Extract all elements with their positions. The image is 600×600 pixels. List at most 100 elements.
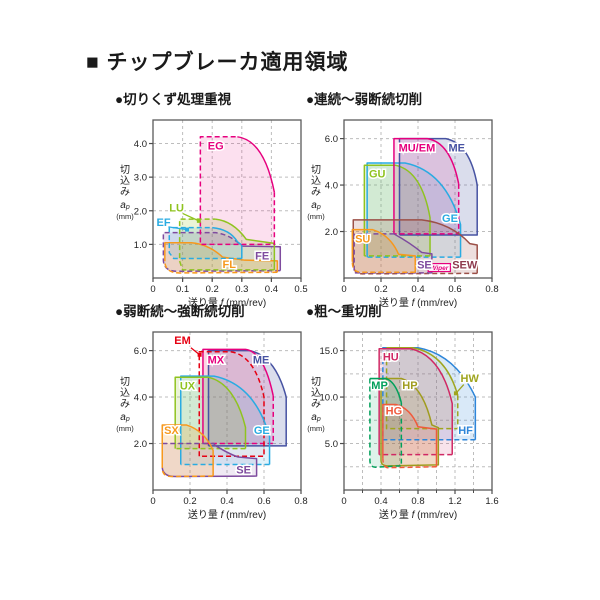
chart-subtitle-chip-control: ●切りくず処理重視: [115, 92, 232, 107]
y-tick-label: 2.0: [134, 206, 147, 217]
region-outline-dashed: [161, 467, 214, 478]
x-tick-label: 0.4: [374, 496, 387, 507]
y-tick-label: 6.0: [325, 134, 338, 145]
chart-svg-light-heavy-interrupted: 0 0.2 0.4 0.6 0.8 2.0 4.0 6.0 送り量 f (mm/rev) 切込みa…: [116, 331, 308, 521]
region-outline-solid: [390, 347, 477, 440]
label-leader-line: [182, 212, 200, 222]
region-label-mu-em: MU/EM: [399, 142, 436, 154]
region-outline-dashed: [178, 218, 275, 271]
region-outline-dashed: [351, 261, 416, 273]
region-outline-dashed: [199, 136, 276, 246]
light-heavy-interrupted-region-em: [199, 351, 264, 457]
region-label-hw: HW: [461, 373, 480, 385]
x-tick-label: 1.2: [448, 496, 461, 507]
region-outline-dashed: [369, 378, 403, 468]
y-tick-label: 15.0: [320, 346, 339, 357]
x-tick-label: 0.2: [206, 284, 219, 295]
chart-panel-chip-control: ●切りくず処理重視 0 0.1 0.2 0.3 0.4 0.5 1.0 2.0 3.0 4.0 送り…: [113, 88, 313, 316]
chart-rough-heavy: 0 0.4 0.8 1.2 1.6 5.0 10.0 15.0 送り量 f (mm/rev) 切込…: [304, 322, 504, 528]
y-axis-label-symbol: ap: [120, 412, 130, 423]
region-label-sew: SEW: [452, 260, 478, 272]
continuous-light-interrupted-region-se: [354, 233, 432, 273]
x-axis-label: 送り量 f (mm/rev): [188, 296, 266, 309]
region-label-ge: GE: [442, 213, 458, 225]
plot-border: [152, 119, 302, 279]
region-label-fe: FE: [255, 251, 269, 263]
y-axis-label-char: 込: [120, 175, 130, 187]
region-label-ef: EF: [157, 217, 171, 229]
chart-subtitle-interrupted: ●弱断続～強断続切削: [115, 304, 245, 319]
chart-svg-rough-heavy-cutting: 0 0.4 0.8 1.2 1.6 5.0 10.0 15.0 送り量 f (mm/rev) 切込…: [307, 331, 499, 521]
chart-panel-interrupted: ●弱断続～強断続切削 0 0.2 0.4 0.6 0.8 2.0 4.0 6.0 送り量 f (…: [113, 300, 313, 528]
rough-heavy-cutting-region-hg: [382, 404, 437, 468]
region-outline-solid: [215, 218, 276, 270]
region-label-sx: SX: [164, 425, 179, 437]
rough-heavy-cutting-region-hp: [381, 378, 439, 466]
y-axis-label-unit: (mm): [116, 424, 134, 433]
x-tick-label: 0: [341, 284, 346, 295]
region-label-hu: HU: [383, 351, 399, 363]
region-label-mx: MX: [208, 354, 225, 366]
region-label-se: SE: [236, 465, 251, 477]
x-tick-label: 0.8: [485, 284, 498, 295]
region-outline-solid: [212, 226, 243, 259]
continuous-light-interrupted-region-su: [352, 229, 416, 273]
region-label-em: EM: [174, 335, 191, 347]
light-heavy-interrupted-region-ux: [175, 377, 246, 449]
y-axis-label-char: 切: [311, 164, 321, 176]
region-label-mp: MP: [371, 380, 388, 392]
y-axis-label-unit: (mm): [307, 424, 325, 433]
region-outline-dashed: [164, 261, 278, 274]
x-tick-label: 0.6: [448, 284, 461, 295]
x-axis-label: 送り量 f (mm/rev): [379, 508, 457, 521]
x-tick-label: 0.4: [220, 496, 233, 507]
x-axis-label: 送り量 f (mm/rev): [379, 296, 457, 309]
y-axis-label-char: み: [311, 399, 321, 410]
region-outline-solid: [202, 348, 274, 444]
light-heavy-interrupted-region-se: [162, 443, 257, 477]
rough-heavy-cutting-region-mp: [369, 378, 402, 468]
y-axis-label-char: み: [120, 187, 130, 198]
region-outline-solid: [241, 245, 282, 271]
x-tick-label: 0.4: [411, 284, 424, 295]
chart-chip-control: 0 0.1 0.2 0.3 0.4 0.5 1.0 2.0 3.0 4.0 送り量 f (mm/re…: [113, 110, 313, 316]
region-label-lu: LU: [169, 202, 184, 214]
y-axis-label-char: 切: [311, 376, 321, 388]
region-label-su: SU: [355, 234, 370, 246]
y-tick-label: 1.0: [134, 240, 147, 251]
region-outline-dashed: [382, 347, 476, 441]
x-tick-label: 0.2: [183, 496, 196, 507]
y-axis-label-symbol: ap: [311, 412, 321, 423]
region-label-eg: EG: [208, 141, 224, 153]
y-axis-label-char: 切: [120, 164, 130, 176]
chart-subtitle-continuous: ●連続～弱断続切削: [306, 92, 423, 107]
region-label-me: ME: [449, 142, 466, 154]
region-outline-solid: [161, 424, 214, 477]
region-outline-solid: [382, 403, 438, 467]
y-tick-label: 6.0: [134, 346, 147, 357]
chart-panel-rough-heavy: ●粗～重切削 0 0.4 0.8 1.2 1.6 5.0 10.0 15.0 送り量 f (mm…: [304, 300, 504, 528]
y-axis-label-char: 切: [120, 376, 130, 388]
x-axis-label: 送り量 f (mm/rev): [188, 508, 266, 521]
leader-marker: [185, 227, 190, 232]
x-tick-label: 0.1: [176, 284, 189, 295]
region-outline-dashed: [162, 442, 215, 445]
x-tick-label: 0.3: [235, 284, 248, 295]
x-tick-label: 0.8: [411, 496, 424, 507]
region-label-hp: HP: [402, 380, 417, 392]
chart-subtitle-rough-heavy: ●粗～重切削: [306, 304, 382, 319]
chart-svg-continuous-light-interrupted: 0 0.2 0.4 0.6 0.8 2.0 4.0 6.0 送り量 f (mm/rev) 切込みa…: [307, 119, 499, 309]
region-label-gu: GU: [369, 169, 386, 181]
region-outline-dashed: [382, 458, 437, 469]
chip-control-region-eg: [200, 136, 275, 245]
region-outline-solid: [393, 137, 460, 234]
y-tick-label: 5.0: [325, 439, 338, 450]
region-outline-solid: [393, 233, 433, 273]
region-outline-solid: [174, 376, 247, 449]
x-tick-label: 0.4: [265, 284, 278, 295]
y-axis-label-char: 込: [311, 387, 321, 399]
region-outline-solid: [352, 219, 478, 274]
region-label-se: SE: [417, 260, 432, 272]
page-title: ■ チップブレーカ適用領域: [86, 51, 349, 74]
